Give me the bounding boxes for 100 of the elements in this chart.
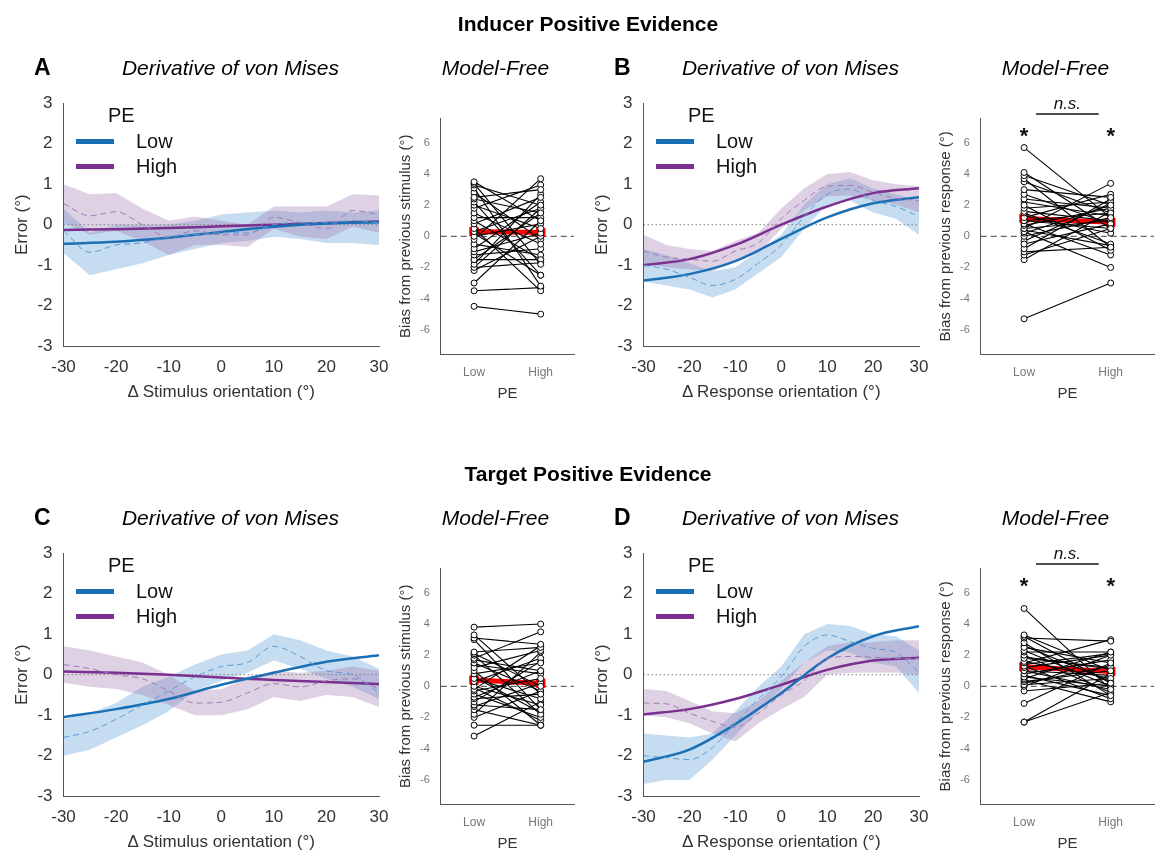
x-tick-label: 20 xyxy=(863,357,883,377)
y-tick-label: -4 xyxy=(960,741,970,754)
x-axis-title: PE xyxy=(497,384,518,402)
text: n.s. xyxy=(1053,544,1082,564)
x-tick-label: Low xyxy=(463,365,486,380)
annotation: * xyxy=(1019,573,1029,599)
legend-label: High xyxy=(716,155,758,178)
y-tick-label: 2 xyxy=(623,133,633,153)
x-axis-title: Δ Response orientation (°) xyxy=(681,382,881,402)
y-axis-title: Error (°) xyxy=(591,644,611,706)
y-tick-label: 6 xyxy=(423,585,430,598)
x-axis-title: PE xyxy=(1057,834,1078,852)
y-tick-label: 2 xyxy=(963,198,970,211)
x-tick-label: 0 xyxy=(776,357,786,377)
y-tick-label: -2 xyxy=(420,260,430,273)
legend-label: High xyxy=(136,155,178,178)
x-tick-label: 20 xyxy=(316,357,336,377)
x-tick-label: 30 xyxy=(369,357,389,377)
y-tick-label: 2 xyxy=(43,133,53,153)
y-tick-label: 1 xyxy=(623,623,633,643)
x-tick-label: 10 xyxy=(817,807,837,827)
x-axis-title: PE xyxy=(1057,384,1078,402)
y-tick-label: 0 xyxy=(423,229,430,242)
x-tick-label: High xyxy=(1098,365,1124,380)
y-axis-title: Error (°) xyxy=(591,194,611,256)
x-tick-label: -20 xyxy=(677,357,702,377)
x-tick-label: -30 xyxy=(631,807,656,827)
x-tick-label: -20 xyxy=(103,357,129,377)
legend-label: Low xyxy=(716,130,753,153)
x-tick-label: High xyxy=(528,815,554,830)
y-tick-label: 0 xyxy=(423,679,430,692)
x-tick-label: 20 xyxy=(863,807,883,827)
chart-title: Model-Free xyxy=(1000,56,1111,80)
chart-title: Derivative of von Mises xyxy=(120,56,341,80)
y-tick-label: -4 xyxy=(420,741,430,754)
y-tick-label: 1 xyxy=(43,623,53,643)
y-tick-label: -6 xyxy=(960,772,970,785)
x-tick-label: Low xyxy=(1013,365,1036,380)
chart-title: Derivative of von Mises xyxy=(680,506,901,530)
x-tick-label: 10 xyxy=(264,807,284,827)
y-tick-label: -4 xyxy=(420,291,430,304)
y-tick-label: -2 xyxy=(617,745,633,765)
x-tick-label: 10 xyxy=(264,357,284,377)
x-tick-label: 10 xyxy=(817,357,837,377)
y-tick-label: 1 xyxy=(43,173,53,193)
x-tick-label: 20 xyxy=(316,807,336,827)
y-axis-title: Error (°) xyxy=(11,194,31,256)
legend-title: PE xyxy=(108,104,136,127)
y-axis-title: Bias from previous response (°) xyxy=(936,131,954,342)
text: Inducer Positive Evidence xyxy=(457,12,719,35)
annotation: * xyxy=(1106,573,1116,599)
y-tick-label: -2 xyxy=(37,295,53,315)
x-tick-label: Low xyxy=(463,815,486,830)
x-tick-label: -30 xyxy=(51,357,76,377)
y-tick-label: 3 xyxy=(623,92,633,112)
y-tick-label: 0 xyxy=(43,214,53,234)
annotation: * xyxy=(1019,123,1029,149)
x-tick-label: -30 xyxy=(51,807,76,827)
y-tick-label: -3 xyxy=(37,335,53,355)
y-tick-label: -3 xyxy=(37,785,53,805)
y-axis-title: Bias from previous stimulus (°) xyxy=(396,134,414,339)
y-tick-label: -2 xyxy=(37,745,53,765)
y-tick-label: 2 xyxy=(623,583,633,603)
y-tick-label: 3 xyxy=(623,542,633,562)
y-axis-title: Error (°) xyxy=(11,644,31,706)
y-tick-label: -6 xyxy=(420,322,430,335)
y-tick-label: -2 xyxy=(960,260,970,273)
legend-label: High xyxy=(136,605,178,628)
text: D xyxy=(614,504,631,531)
text: n.s. xyxy=(1053,94,1082,114)
chart-title: Model-Free xyxy=(1000,506,1111,530)
x-tick-label: High xyxy=(1098,815,1124,830)
legend-label: Low xyxy=(136,130,173,153)
x-tick-label: -20 xyxy=(103,807,129,827)
y-tick-label: 3 xyxy=(43,542,53,562)
y-tick-label: 0 xyxy=(623,214,633,234)
x-tick-label: -10 xyxy=(156,807,181,827)
legend-label: Low xyxy=(716,580,753,603)
y-tick-label: 4 xyxy=(963,167,970,180)
y-tick-label: -2 xyxy=(617,295,633,315)
x-axis-title: Δ Stimulus orientation (°) xyxy=(127,382,315,402)
y-tick-label: 6 xyxy=(423,135,430,148)
legend-title: PE xyxy=(688,104,716,127)
y-tick-label: 2 xyxy=(423,198,430,211)
y-tick-label: 4 xyxy=(963,617,970,630)
x-axis-title: Δ Response orientation (°) xyxy=(681,832,881,852)
x-axis-title: Δ Stimulus orientation (°) xyxy=(127,832,315,852)
x-tick-label: -30 xyxy=(631,357,656,377)
y-tick-label: 1 xyxy=(623,173,633,193)
legend-title: PE xyxy=(688,554,716,577)
x-tick-label: 0 xyxy=(216,357,226,377)
legend-title: PE xyxy=(108,554,136,577)
x-tick-label: 30 xyxy=(369,807,389,827)
y-tick-label: 6 xyxy=(963,135,970,148)
y-axis-title: Bias from previous stimulus (°) xyxy=(396,584,414,789)
x-tick-label: -20 xyxy=(677,807,702,827)
y-tick-label: -1 xyxy=(37,704,53,724)
legend-label: High xyxy=(716,605,758,628)
x-tick-label: -10 xyxy=(156,357,181,377)
y-tick-label: 3 xyxy=(43,92,53,112)
